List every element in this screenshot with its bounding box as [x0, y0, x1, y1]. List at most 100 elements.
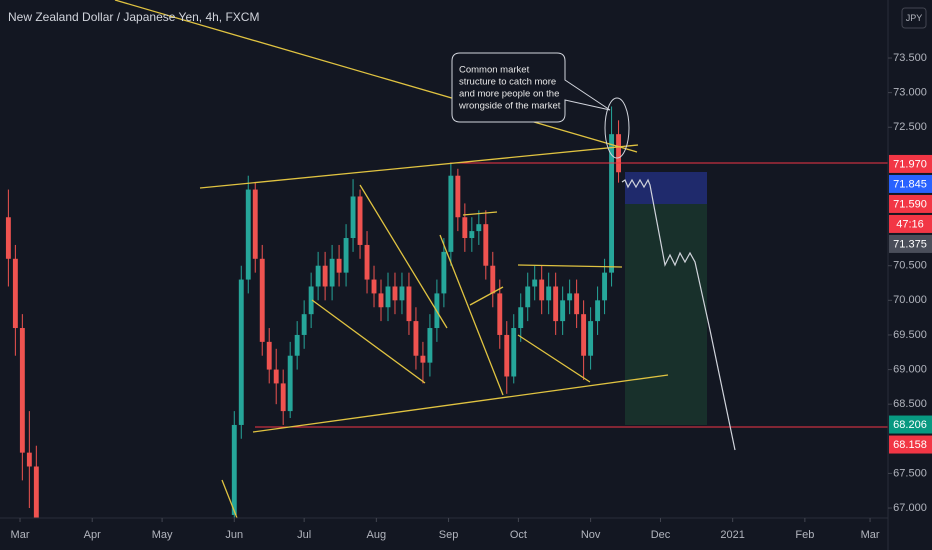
candle-body	[588, 321, 594, 356]
candle-body	[595, 300, 601, 322]
countdown-tag	[889, 214, 932, 233]
candle-body	[231, 424, 237, 515]
candle-body	[406, 286, 412, 322]
candle-body	[616, 134, 621, 173]
candle-body	[259, 258, 265, 342]
candles	[5, 106, 621, 518]
y-tick-label: 70.000	[893, 294, 927, 306]
candle-body	[378, 293, 384, 308]
candle-body	[609, 134, 615, 273]
candle-body	[329, 258, 335, 287]
annotation-line: structure to catch more	[459, 77, 556, 88]
currency-button[interactable]	[901, 7, 927, 29]
price-tag-label: 71.970	[893, 158, 927, 170]
candle-body	[546, 286, 552, 301]
y-tick-label: 67.500	[893, 467, 927, 479]
trend-line	[439, 234, 504, 396]
candle-body	[12, 258, 18, 329]
candle-body	[553, 286, 559, 322]
axes: Mar Apr May Jun Jul Aug Sep Oct Nov Dec 2021 Feb Mar…	[11, 52, 932, 541]
candle-body	[539, 279, 545, 301]
candle-body	[336, 258, 342, 273]
y-tick-label: 73.000	[893, 87, 927, 99]
stop-zone	[625, 172, 707, 204]
candle-body	[455, 175, 461, 218]
countdown-label: 47:16	[896, 218, 924, 230]
annotation-line: wrongside of the market	[458, 101, 561, 112]
highlight-ellipse	[604, 97, 630, 159]
trend-line	[517, 334, 591, 383]
candle-body	[413, 321, 419, 356]
x-tick-label: 2021	[720, 529, 744, 541]
candle-body	[469, 231, 475, 239]
candle-body	[399, 286, 405, 301]
candle-body	[19, 328, 25, 453]
x-tick-label: Jul	[297, 529, 311, 541]
candle-body	[5, 217, 11, 259]
callout	[451, 52, 611, 123]
trend-line	[311, 299, 426, 384]
price-tag	[889, 194, 932, 213]
target-zone	[625, 204, 707, 425]
y-tick-label: 68.500	[893, 398, 927, 410]
price-tag-label: 68.158	[893, 439, 927, 451]
candle-body	[602, 272, 608, 301]
candle-body	[574, 293, 580, 315]
price-tag-label: 71.590	[893, 198, 927, 210]
candle-body	[238, 279, 244, 425]
candle-body	[371, 279, 377, 294]
candle-body	[567, 293, 573, 301]
candle-body	[385, 286, 391, 308]
x-tick-label: Mar	[861, 529, 880, 541]
price-tag	[889, 154, 932, 173]
candle-body	[581, 314, 587, 356]
candle-body	[476, 224, 482, 232]
candle-body	[266, 341, 272, 370]
candle-body	[280, 383, 286, 412]
candle-body	[315, 265, 321, 287]
trend-line	[252, 374, 669, 433]
candle-body	[532, 279, 538, 287]
x-tick-label: Aug	[367, 529, 387, 541]
trend-line	[199, 144, 639, 189]
candle-body	[525, 286, 531, 308]
trend-line	[462, 211, 498, 216]
price-tag	[889, 174, 932, 193]
candle-body	[294, 334, 300, 356]
annotation-line: and more people on the	[459, 89, 559, 100]
candle-body	[33, 466, 39, 518]
x-tick-label: Mar	[11, 529, 30, 541]
candle-body	[420, 355, 426, 363]
y-tick-label: 69.500	[893, 329, 927, 341]
currency-label[interactable]: JPY	[906, 13, 923, 23]
candle-body	[504, 334, 510, 377]
trend-line	[359, 184, 448, 329]
candle-body	[364, 244, 370, 280]
candle-body	[322, 265, 328, 287]
y-tick-label: 72.500	[893, 121, 927, 133]
candle-body	[497, 293, 503, 335]
price-tag	[889, 234, 932, 253]
candle-body	[462, 217, 468, 239]
price-tag-label: 71.375	[893, 238, 927, 250]
candle-body	[350, 196, 356, 239]
x-tick-label: Dec	[651, 529, 671, 541]
price-tag-label: 68.206	[893, 419, 927, 431]
candle-body	[392, 286, 398, 301]
y-tick-label: 67.000	[893, 502, 927, 514]
price-tag-label: 71.845	[893, 178, 927, 190]
annotation-line: Common market	[459, 65, 530, 76]
candle-body	[287, 355, 293, 412]
trend-line	[469, 286, 504, 306]
candle-body	[343, 238, 349, 273]
candle-body	[560, 300, 566, 322]
candle-body	[273, 369, 279, 384]
candle-body	[301, 314, 307, 335]
x-tick-label: Feb	[795, 529, 814, 541]
trend-line	[517, 264, 623, 268]
candle-body	[518, 307, 524, 329]
candle-body	[427, 328, 433, 363]
y-tick-label: 70.500	[893, 260, 927, 272]
x-tick-label: Apr	[84, 529, 101, 541]
